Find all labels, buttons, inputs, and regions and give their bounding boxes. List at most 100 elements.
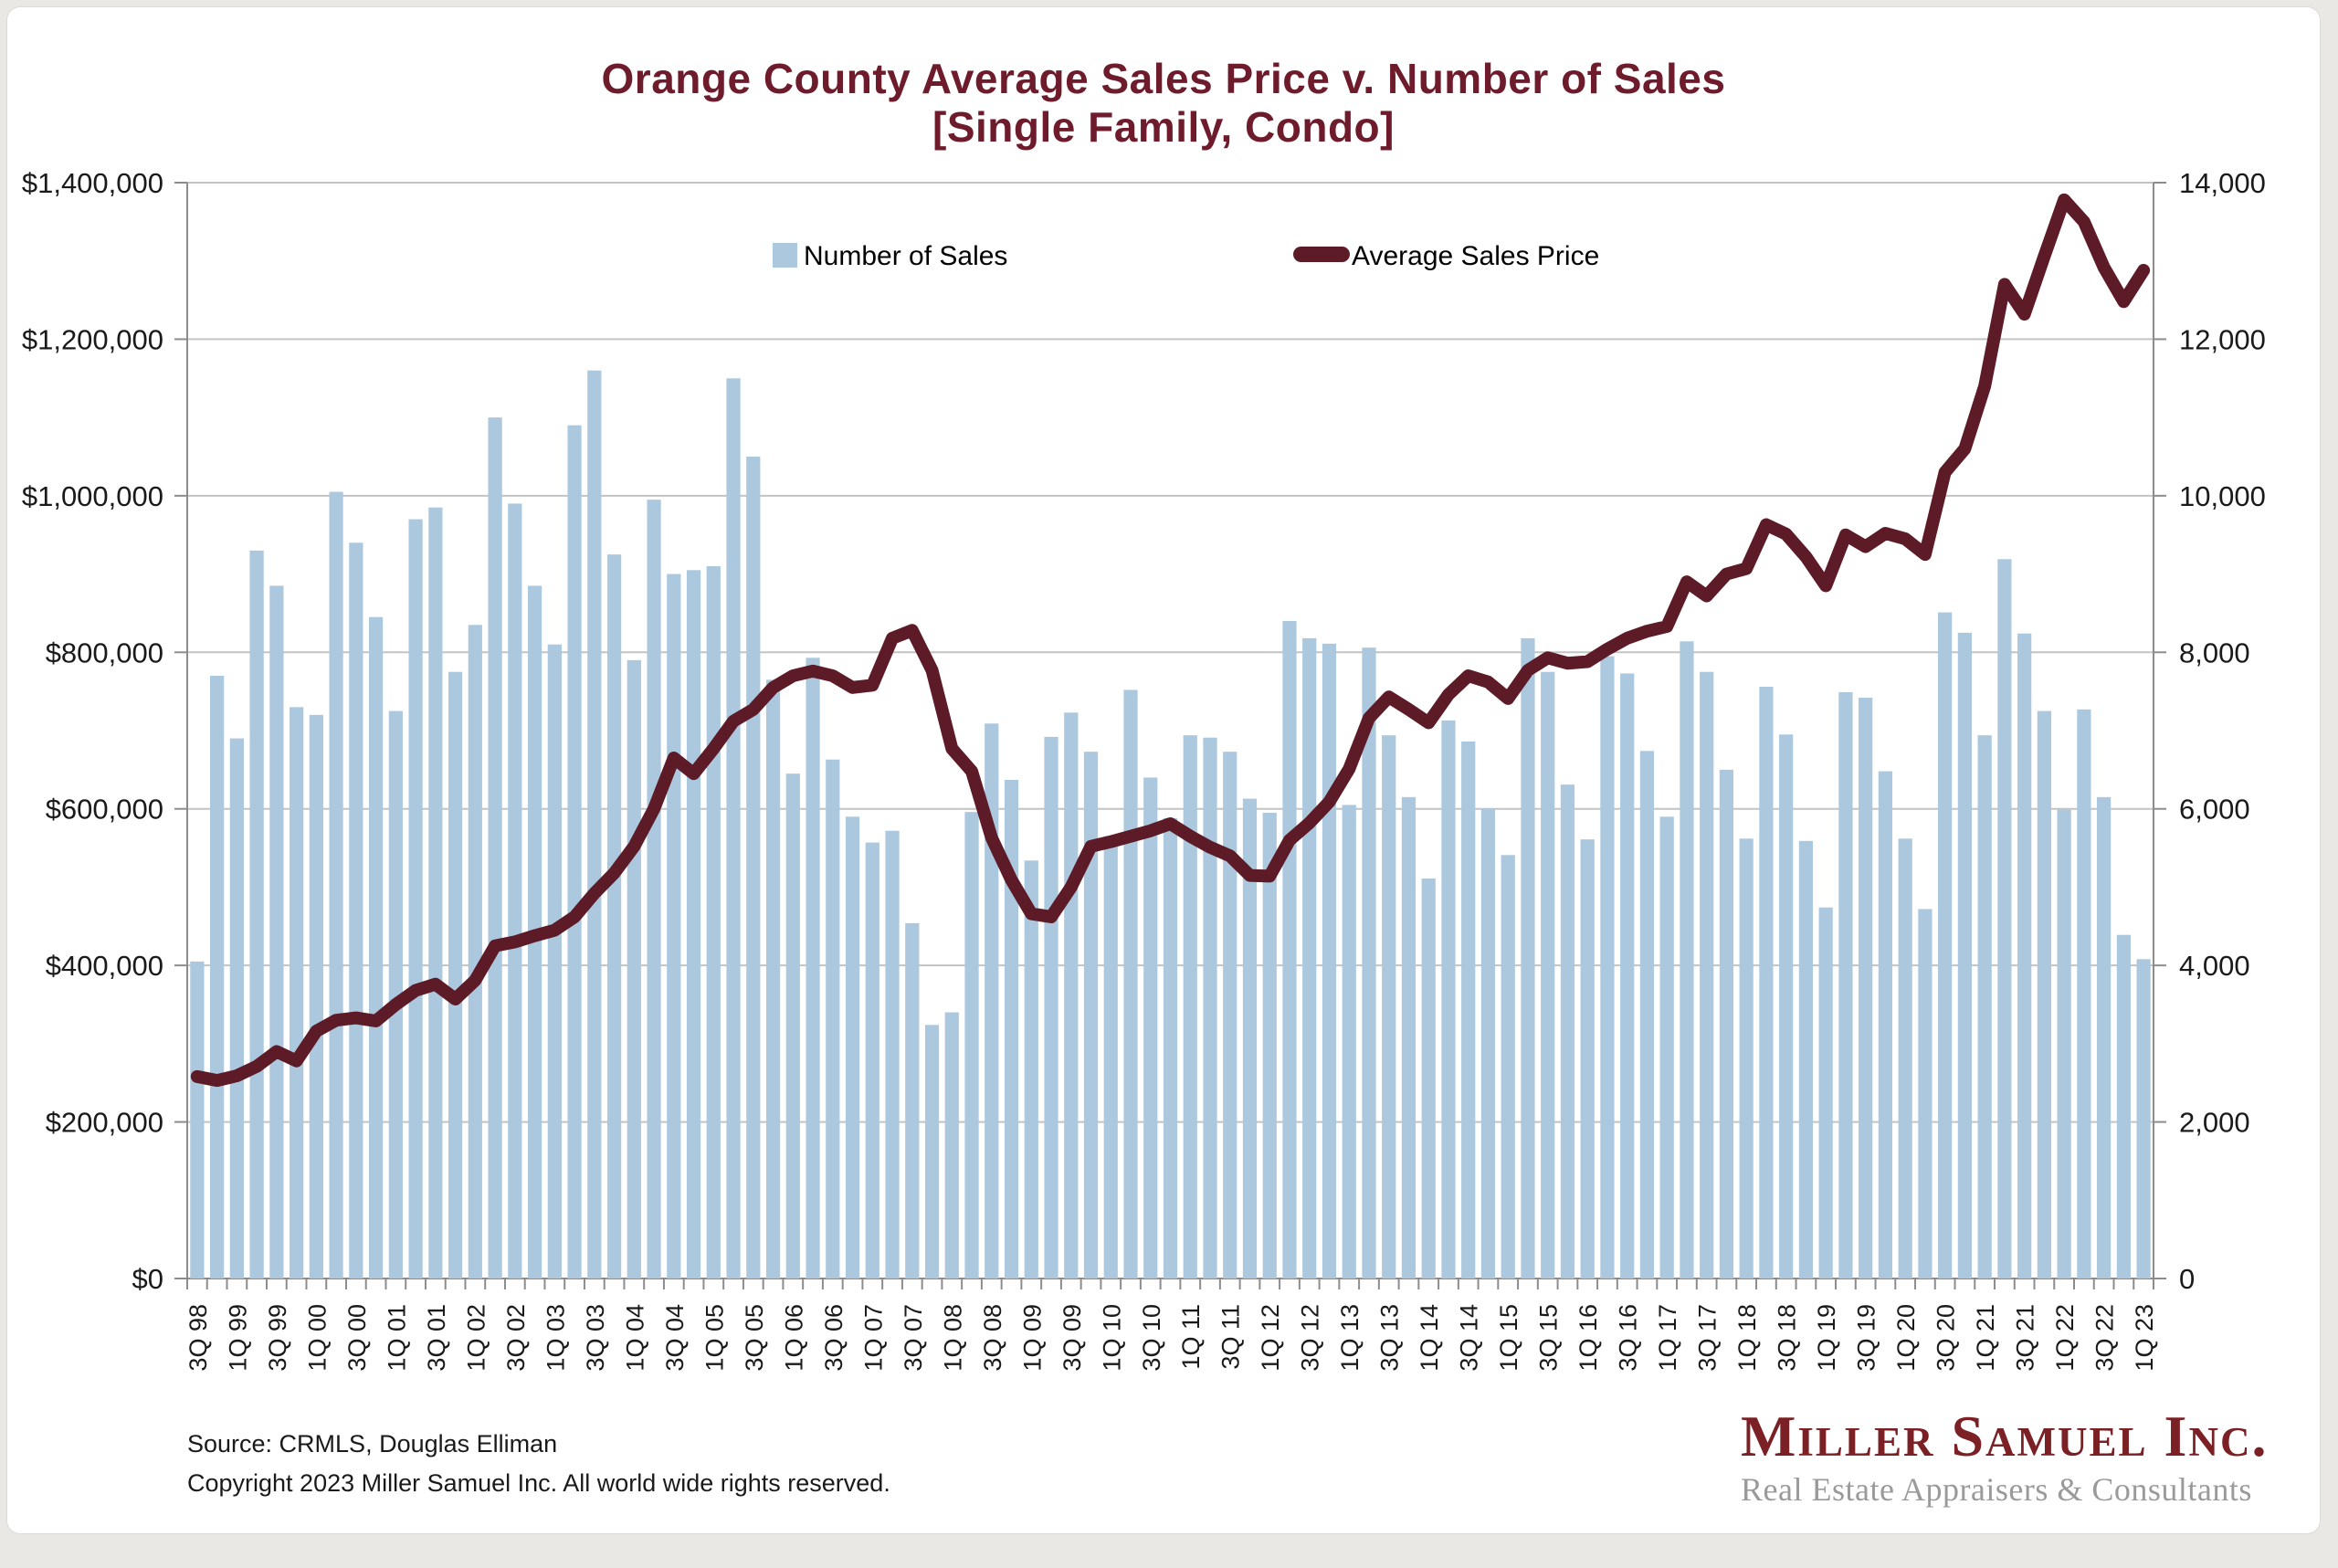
sales-bar xyxy=(1461,742,1476,1279)
y-axis-label-left: $600,000 xyxy=(46,794,163,826)
sales-bar xyxy=(1977,735,1992,1279)
sales-bar xyxy=(1938,612,1953,1279)
sales-bar xyxy=(1242,798,1258,1279)
x-axis-label: 1Q 08 xyxy=(939,1304,966,1372)
y-axis-label-left: $1,000,000 xyxy=(22,480,163,512)
sales-bar xyxy=(1600,656,1615,1279)
sales-bar xyxy=(349,542,363,1279)
y-axis-label-right: 0 xyxy=(2179,1263,2195,1295)
x-axis-label: 3Q 01 xyxy=(423,1304,450,1372)
x-axis-label: 1Q 00 xyxy=(303,1304,331,1372)
x-axis-label: 3Q 03 xyxy=(582,1304,609,1372)
x-axis-label: 3Q 07 xyxy=(900,1304,927,1372)
sales-bar xyxy=(1957,632,1973,1279)
x-axis-label: 3Q 12 xyxy=(1297,1304,1324,1372)
sales-bar xyxy=(964,812,979,1279)
x-axis-label: 1Q 99 xyxy=(224,1304,251,1372)
sales-bar xyxy=(210,676,225,1279)
sales-bar xyxy=(1421,879,1436,1279)
sales-bar xyxy=(985,723,999,1279)
x-axis-label: 3Q 06 xyxy=(820,1304,848,1372)
sales-bar xyxy=(2097,796,2112,1279)
x-axis-label: 3Q 13 xyxy=(1376,1304,1404,1372)
sales-bar xyxy=(2136,959,2151,1279)
sales-bar xyxy=(1759,687,1774,1279)
x-axis-label: 3Q 98 xyxy=(184,1304,212,1372)
y-axis-label-right: 8,000 xyxy=(2179,637,2250,668)
x-axis-label: 3Q 20 xyxy=(1933,1304,1960,1372)
footer-notes: Source: CRMLS, Douglas Elliman Copyright… xyxy=(187,1432,890,1496)
sales-bar xyxy=(2017,633,2032,1279)
sales-bar xyxy=(1620,673,1635,1279)
legend-label-average-sales-price: Average Sales Price xyxy=(1352,241,1599,271)
sales-bar xyxy=(468,625,482,1279)
sales-bar xyxy=(1103,836,1118,1279)
sales-bar xyxy=(388,710,403,1279)
chart-title: Orange County Average Sales Price v. Num… xyxy=(7,55,2320,152)
logo-tagline: Real Estate Appraisers & Consultants xyxy=(1741,1471,2252,1508)
sales-bar xyxy=(1123,689,1138,1279)
sales-bar xyxy=(289,707,304,1279)
sales-bar xyxy=(1064,712,1079,1279)
sales-bar xyxy=(1183,735,1197,1279)
x-axis-label: 1Q 09 xyxy=(1018,1304,1046,1372)
sales-bar xyxy=(1798,840,1814,1279)
x-axis-label: 3Q 16 xyxy=(1615,1304,1642,1372)
x-axis-label: 3Q 15 xyxy=(1535,1304,1563,1372)
sales-bar xyxy=(1302,637,1317,1279)
sales-bar xyxy=(865,842,879,1279)
sales-bar xyxy=(1818,907,1833,1279)
x-axis-label: 1Q 13 xyxy=(1336,1304,1364,1372)
source-note: Source: CRMLS, Douglas Elliman xyxy=(187,1430,558,1458)
sales-bar xyxy=(1004,780,1019,1279)
sales-bar xyxy=(190,961,205,1279)
sales-bar xyxy=(924,1025,940,1279)
x-axis-label: 1Q 14 xyxy=(1416,1304,1443,1372)
sales-bar xyxy=(1560,784,1575,1279)
chart-title-line2: [Single Family, Condo] xyxy=(932,102,1395,151)
sales-bar xyxy=(1382,735,1396,1279)
sales-bar xyxy=(1441,720,1456,1279)
sales-bar xyxy=(1480,808,1496,1279)
x-axis-label: 3Q 05 xyxy=(741,1304,768,1372)
sales-bar xyxy=(1541,671,1555,1279)
x-axis-label: 1Q 10 xyxy=(1098,1304,1125,1372)
x-axis-label: 3Q 11 xyxy=(1217,1304,1245,1370)
sales-bar xyxy=(944,1012,959,1279)
sales-bar xyxy=(667,574,681,1279)
sales-bar xyxy=(1163,818,1178,1279)
sales-bar xyxy=(726,378,741,1279)
x-axis-label: 1Q 11 xyxy=(1177,1304,1205,1370)
sales-bar xyxy=(1223,752,1237,1279)
sales-bar xyxy=(1779,734,1794,1279)
miller-samuel-logo: Miller Samuel Inc. Real Estate Appraiser… xyxy=(1741,1403,2268,1509)
sales-bar xyxy=(547,644,562,1279)
sales-bar xyxy=(1700,671,1714,1279)
sales-bar xyxy=(1859,698,1873,1279)
x-axis-label: 1Q 22 xyxy=(2051,1304,2079,1372)
x-axis-label: 1Q 07 xyxy=(859,1304,887,1372)
sales-bar xyxy=(309,714,323,1279)
legend-bar-swatch xyxy=(773,243,797,268)
sales-bar xyxy=(488,417,502,1279)
sales-bar xyxy=(1719,769,1734,1279)
x-axis-label: 1Q 15 xyxy=(1495,1304,1522,1372)
sales-bar xyxy=(229,738,244,1279)
y-axis-label-right: 2,000 xyxy=(2179,1107,2250,1139)
x-axis-label: 3Q 21 xyxy=(2012,1304,2039,1372)
y-axis-label-right: 12,000 xyxy=(2179,323,2266,355)
sales-bar xyxy=(428,507,443,1279)
sales-bar xyxy=(269,585,284,1279)
sales-bar xyxy=(1918,909,1933,1279)
x-axis-label: 1Q 18 xyxy=(1733,1304,1761,1372)
sales-bar xyxy=(686,570,701,1279)
x-axis-label: 3Q 99 xyxy=(264,1304,291,1372)
x-axis-label: 3Q 17 xyxy=(1694,1304,1722,1372)
sales-bar xyxy=(826,759,840,1279)
x-axis-label: 1Q 06 xyxy=(780,1304,807,1372)
sales-bar xyxy=(1024,860,1038,1279)
x-axis-label: 1Q 01 xyxy=(383,1304,410,1372)
y-axis-label-right: 6,000 xyxy=(2179,794,2250,826)
x-axis-label: 1Q 21 xyxy=(1972,1304,1999,1372)
sales-bar xyxy=(2037,710,2052,1279)
